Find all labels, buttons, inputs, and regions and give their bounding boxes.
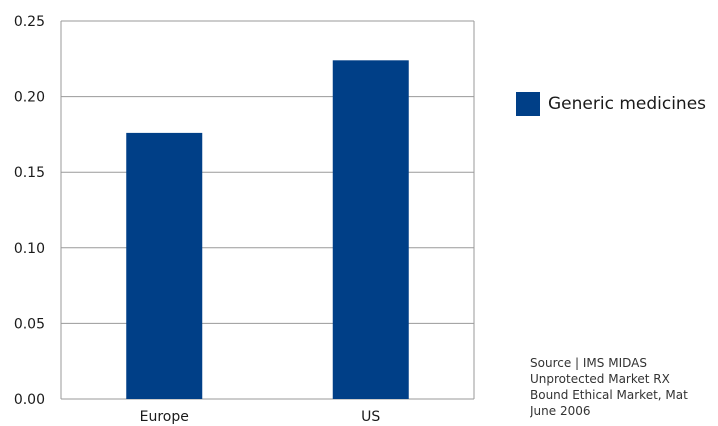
bar-chart: 0.00 0.05 0.10 0.15 0.20 0.25 Europe US <box>14 14 475 425</box>
bars <box>126 60 409 399</box>
gridlines <box>60 20 475 400</box>
x-axis-tick-labels: Europe US <box>140 409 381 425</box>
legend-label: Generic medicines <box>548 94 707 114</box>
y-tick-label: 0.10 <box>14 241 45 257</box>
y-tick-label: 0.15 <box>14 165 45 181</box>
legend-swatch <box>516 92 540 116</box>
source-line: Bound Ethical Market, Mat <box>530 388 688 402</box>
y-tick-label: 0.25 <box>14 14 45 30</box>
bar-us <box>332 60 409 399</box>
y-tick-label: 0.05 <box>14 316 45 332</box>
source-line: Unprotected Market RX <box>530 372 670 386</box>
bar-europe <box>126 132 203 399</box>
y-tick-label: 0.20 <box>14 90 45 106</box>
x-tick-label: Europe <box>140 409 189 425</box>
x-tick-label: US <box>361 409 380 425</box>
source-note: Source | IMS MIDAS Unprotected Market RX… <box>530 355 716 423</box>
legend: Generic medicines <box>516 92 706 116</box>
source-line: June 2006 <box>530 404 591 418</box>
y-axis-tick-labels: 0.00 0.05 0.10 0.15 0.20 0.25 <box>14 14 45 408</box>
source-line: Source | IMS MIDAS <box>530 356 647 370</box>
y-tick-label: 0.00 <box>14 392 45 408</box>
